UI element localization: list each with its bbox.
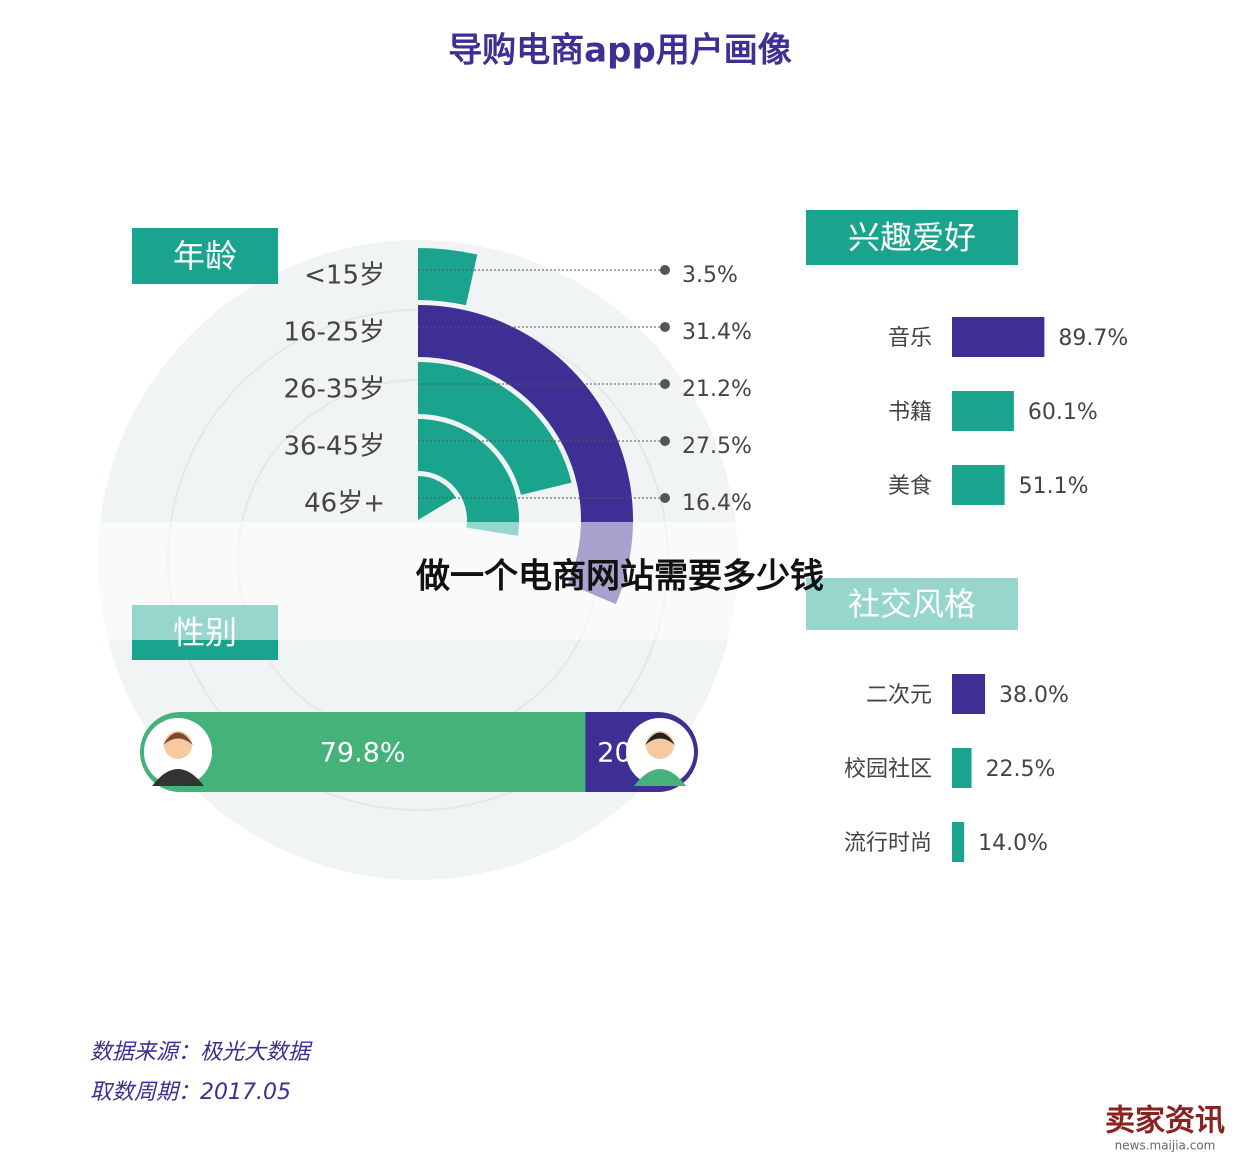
leader-dot: [660, 322, 670, 332]
category-label: <15岁: [304, 261, 385, 291]
value-label: 60.1%: [1028, 400, 1098, 425]
section-title-box: [806, 210, 1018, 265]
value-label: 31.4%: [682, 320, 752, 345]
overlay-text: 做一个电商网站需要多少钱: [415, 557, 824, 597]
avatar-body: [634, 769, 686, 786]
value-label: 38.0%: [999, 683, 1069, 708]
watermark-name: 卖家资讯: [1105, 1104, 1225, 1139]
bar: [952, 822, 965, 862]
radial-bar: [418, 476, 456, 520]
category-label: 音乐: [888, 326, 932, 351]
category-label: 流行时尚: [844, 831, 932, 856]
leader-dot: [660, 493, 670, 503]
bar: [952, 317, 1045, 357]
category-label: 46岁+: [304, 489, 385, 519]
radial-bar: [418, 362, 572, 495]
bar: [952, 748, 972, 788]
value-label: 79.8%: [320, 738, 406, 769]
avatar-hair: [163, 732, 193, 745]
avatar-body: [152, 769, 204, 786]
overlay-band: [0, 522, 1239, 640]
radial-bar: [418, 248, 478, 306]
category-label: 书籍: [888, 400, 932, 425]
category-label: 二次元: [866, 683, 932, 708]
category-label: 36-45岁: [283, 432, 385, 462]
bar: [952, 674, 986, 714]
value-label: 51.1%: [1019, 474, 1089, 499]
value-label: 21.2%: [682, 377, 752, 402]
category-label: 26-35岁: [283, 375, 385, 405]
leader-dot: [660, 436, 670, 446]
leader-dot: [660, 265, 670, 275]
section-title: 兴趣爱好: [848, 219, 976, 257]
section-title: 年龄: [173, 237, 237, 275]
value-label: 89.7%: [1058, 326, 1128, 351]
avatar-hair: [645, 732, 675, 745]
watermark-url: news.maijia.com: [1115, 1139, 1216, 1153]
category-label: 美食: [888, 474, 932, 499]
bar: [952, 391, 1014, 431]
source-text: 数据来源：极光大数据: [90, 1040, 313, 1065]
value-label: 14.0%: [978, 831, 1048, 856]
page-title: 导购电商app用户画像: [448, 31, 792, 71]
overlay: 做一个电商网站需要多少钱: [0, 522, 1239, 640]
gender-segment: [140, 712, 586, 792]
source-text: 取数周期：2017.05: [90, 1080, 291, 1105]
value-label: 22.5%: [986, 757, 1056, 782]
bar: [952, 465, 1005, 505]
radial-bar: [418, 419, 519, 536]
category-label: 校园社区: [844, 757, 932, 782]
leader-dot: [660, 379, 670, 389]
section-title-box: [132, 228, 278, 284]
radial-bar: [418, 305, 634, 605]
category-label: 16-25岁: [283, 318, 385, 348]
value-label: 27.5%: [682, 434, 752, 459]
value-label: 16.4%: [682, 491, 752, 516]
value-label: 3.5%: [682, 263, 738, 288]
